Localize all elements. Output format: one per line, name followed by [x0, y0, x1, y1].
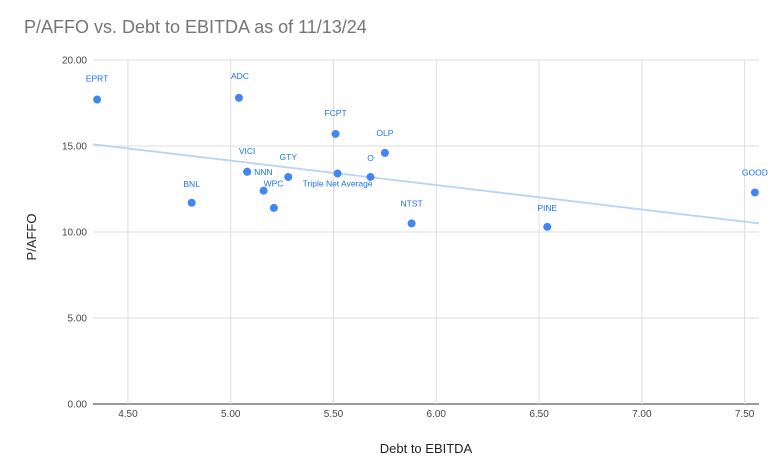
- data-point: [543, 222, 552, 231]
- data-point: [269, 203, 278, 212]
- data-point: [750, 188, 759, 197]
- data-point: [407, 219, 416, 228]
- data-point: [380, 148, 389, 157]
- y-tick-label: 5.00: [68, 314, 88, 325]
- y-tick-label: 20.00: [62, 56, 87, 67]
- data-point: [243, 167, 252, 176]
- trendline-group: [92, 143, 760, 225]
- data-label: GTY: [280, 152, 298, 162]
- data-label: WPC: [264, 179, 284, 189]
- x-axis-title: Debt to EBITDA: [380, 441, 473, 456]
- chart-title: P/AFFO vs. Debt to EBITDA as of 11/13/24: [24, 17, 367, 37]
- data-point: [93, 95, 102, 104]
- y-tick-label: 15.00: [62, 142, 87, 153]
- data-label: GOOD: [742, 167, 768, 177]
- point-labels: EPRT ADC BNL VICI NNN WPC GTY FCPT Triple Net Av…: [86, 71, 768, 213]
- data-label: NTST: [401, 198, 423, 208]
- x-tick-label: 5.50: [324, 409, 344, 420]
- x-tick-label: 5.00: [221, 409, 241, 420]
- data-point: [187, 198, 196, 207]
- gridlines: [93, 59, 759, 405]
- data-point: [234, 93, 243, 102]
- data-label: BNL: [183, 179, 200, 189]
- data-point: [284, 172, 293, 181]
- x-tick-label: 7.00: [632, 409, 652, 420]
- data-label: PINE: [537, 203, 557, 213]
- data-label: O: [367, 153, 374, 163]
- data-point: [259, 186, 268, 195]
- x-axis-ticks: 4.50 5.00 5.50 6.00 6.50 7.00 7.50: [118, 409, 755, 420]
- data-label: FCPT: [324, 108, 346, 118]
- trendline: [92, 143, 760, 225]
- data-label: Triple Net Average: [303, 179, 373, 189]
- x-tick-label: 6.00: [427, 409, 447, 420]
- data-label: ADC: [231, 71, 249, 81]
- data-point: [333, 169, 342, 178]
- y-axis-ticks: 0.00 5.00 10.00 15.00 20.00: [62, 56, 87, 411]
- x-tick-label: 4.50: [118, 409, 138, 420]
- x-tick-label: 7.50: [735, 409, 755, 420]
- data-label: VICI: [239, 146, 256, 156]
- data-label: NNN: [254, 167, 272, 177]
- data-label: OLP: [376, 128, 393, 138]
- y-axis-title: P/AFFO: [24, 214, 39, 261]
- data-points: [93, 93, 759, 231]
- y-tick-label: 10.00: [62, 228, 87, 239]
- x-tick-label: 6.50: [529, 409, 549, 420]
- data-point: [366, 172, 375, 181]
- data-point: [331, 129, 340, 138]
- y-tick-label: 0.00: [68, 400, 88, 411]
- data-label: EPRT: [86, 74, 109, 84]
